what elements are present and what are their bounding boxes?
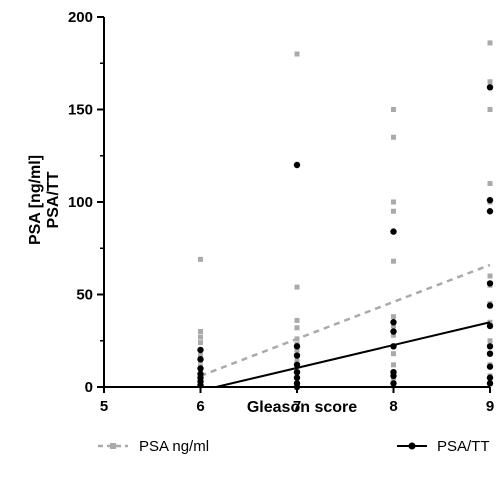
data-point-psa-tt bbox=[486, 363, 494, 370]
data-point-psa-ng-ml bbox=[391, 362, 396, 368]
series-psa-ng-ml-points bbox=[198, 40, 493, 388]
data-point-psa-tt bbox=[390, 228, 397, 235]
data-point-psa-tt bbox=[486, 350, 494, 357]
y-tick-label: 0 bbox=[85, 379, 93, 396]
data-point-psa-tt bbox=[293, 352, 301, 359]
legend-item-psa-tt: PSA/TT bbox=[397, 438, 490, 455]
data-point-psa-ng-ml bbox=[487, 40, 493, 46]
y-tick-label: 100 bbox=[68, 194, 93, 211]
y-tick-label: 50 bbox=[76, 287, 93, 304]
data-point-psa-tt bbox=[293, 374, 301, 381]
x-tick-label: 5 bbox=[100, 398, 108, 415]
legend-swatch-circle-marker bbox=[408, 442, 416, 450]
data-point-psa-tt bbox=[486, 343, 494, 350]
series-psa-tt-points bbox=[197, 84, 494, 391]
data-point-psa-ng-ml bbox=[391, 332, 396, 338]
data-point-psa-ng-ml bbox=[487, 79, 493, 85]
data-point-psa-ng-ml bbox=[487, 107, 493, 112]
data-point-psa-tt bbox=[293, 361, 301, 368]
data-point-psa-tt bbox=[486, 302, 494, 309]
data-point-psa-ng-ml bbox=[391, 258, 396, 264]
data-point-psa-ng-ml bbox=[198, 340, 203, 346]
data-point-psa-tt bbox=[390, 319, 397, 326]
data-point-psa-ng-ml bbox=[198, 353, 203, 359]
data-point-psa-ng-ml bbox=[391, 314, 396, 320]
data-point-psa-tt bbox=[486, 380, 494, 387]
x-axis-title: Gleason score bbox=[247, 399, 357, 416]
data-point-psa-ng-ml bbox=[198, 329, 203, 334]
data-point-psa-ng-ml bbox=[487, 338, 493, 344]
data-point-psa-ng-ml bbox=[198, 334, 203, 340]
data-point-psa-ng-ml bbox=[391, 199, 396, 205]
data-point-psa-tt bbox=[197, 346, 204, 354]
data-point-psa-ng-ml bbox=[391, 208, 396, 214]
data-point-psa-ng-ml bbox=[391, 351, 396, 357]
legend-label-psa-tt: PSA/TT bbox=[437, 438, 490, 455]
data-point-psa-tt bbox=[293, 369, 301, 376]
data-point-psa-tt bbox=[293, 161, 301, 169]
data-point-psa-tt bbox=[390, 343, 397, 350]
data-point-psa-ng-ml bbox=[487, 273, 493, 279]
data-point-psa-tt bbox=[293, 343, 301, 350]
data-point-psa-ng-ml bbox=[294, 284, 300, 290]
data-point-psa-tt bbox=[486, 322, 494, 330]
x-tick-label: 8 bbox=[389, 398, 397, 415]
data-point-psa-tt bbox=[486, 196, 494, 204]
y-tick-label: 200 bbox=[68, 9, 93, 26]
data-point-psa-ng-ml bbox=[294, 358, 300, 364]
trend-line-psa-tt bbox=[215, 321, 491, 388]
x-tick-label: 7 bbox=[293, 398, 301, 415]
data-point-psa-ng-ml bbox=[391, 134, 396, 140]
data-point-psa-ng-ml bbox=[198, 256, 203, 262]
data-point-psa-ng-ml bbox=[391, 107, 396, 112]
data-point-psa-ng-ml bbox=[391, 323, 396, 329]
x-tick-label: 6 bbox=[196, 398, 204, 415]
data-point-psa-ng-ml bbox=[294, 317, 300, 323]
y-axis-ticks: 0 50 100 150 200 bbox=[68, 9, 104, 396]
data-point-psa-tt bbox=[390, 328, 397, 335]
data-point-psa-ng-ml bbox=[294, 51, 300, 57]
legend: PSA ng/ml PSA/TT bbox=[98, 438, 490, 455]
data-point-psa-tt bbox=[486, 374, 494, 381]
legend-item-psa-ng-ml: PSA ng/ml bbox=[98, 438, 209, 455]
y-tick-label: 150 bbox=[68, 102, 93, 119]
data-point-psa-tt bbox=[390, 372, 397, 380]
legend-swatch-square-marker bbox=[110, 443, 116, 449]
x-tick-label: 9 bbox=[486, 398, 494, 415]
data-point-psa-tt bbox=[486, 208, 494, 215]
data-point-psa-tt bbox=[390, 380, 397, 387]
data-point-psa-ng-ml bbox=[487, 181, 493, 186]
x-axis-ticks: 5 6 7 8 9 bbox=[100, 387, 494, 415]
y-axis-title-line-2: PSA/TT bbox=[45, 171, 62, 228]
data-point-psa-tt bbox=[197, 365, 204, 372]
y-axis-title-line-1: PSA [ng/ml] bbox=[27, 155, 44, 245]
data-point-psa-tt bbox=[486, 84, 494, 91]
data-point-psa-ng-ml bbox=[294, 347, 300, 353]
data-point-psa-ng-ml bbox=[294, 325, 300, 331]
trend-line-psa-ng-ml bbox=[200, 263, 491, 378]
legend-label-psa-ng-ml: PSA ng/ml bbox=[139, 438, 209, 455]
y-axis-title: PSA [ng/ml] PSA/TT bbox=[27, 155, 62, 245]
data-point-psa-tt bbox=[486, 280, 494, 287]
data-point-psa-tt bbox=[197, 356, 204, 363]
